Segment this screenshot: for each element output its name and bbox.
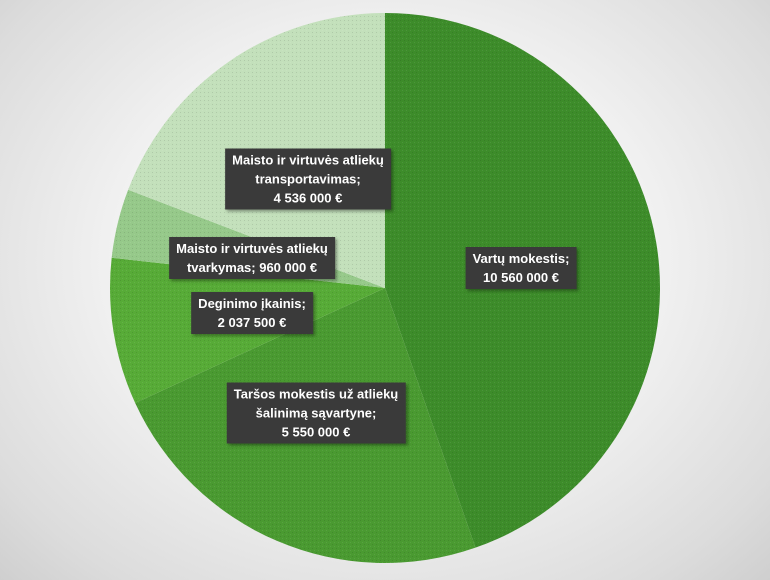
data-label: Maisto ir virtuvės atliekų transportavim… <box>225 148 391 210</box>
data-label: Taršos mokestis už atliekų šalinimą sąva… <box>226 382 406 444</box>
data-label: Maisto ir virtuvės atliekų tvarkymas; 96… <box>169 237 335 279</box>
data-label: Vartų mokestis; 10 560 000 € <box>465 247 577 289</box>
data-label: Deginimo įkainis; 2 037 500 € <box>191 292 313 334</box>
